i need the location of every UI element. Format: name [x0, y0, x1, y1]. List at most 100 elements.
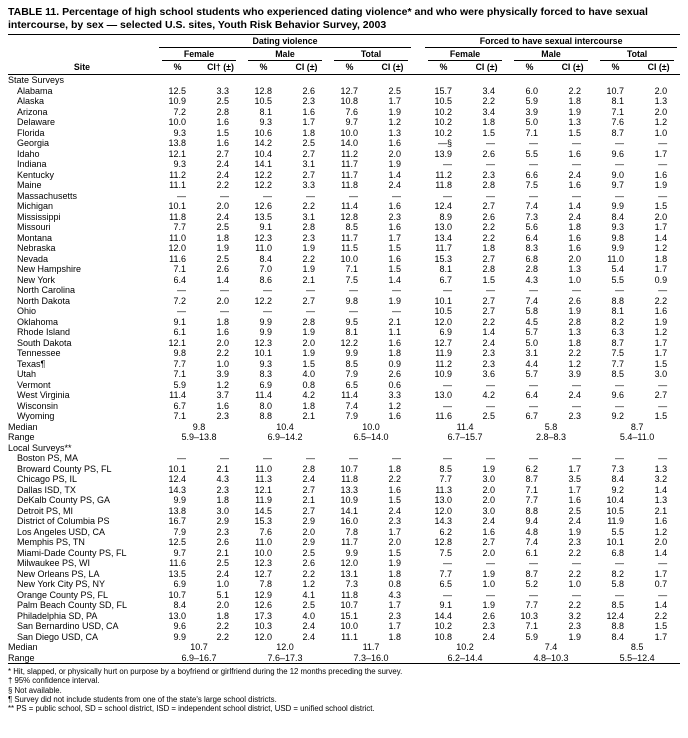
value-cell: 2.5 [568, 505, 582, 516]
value-cell: 15.7 [434, 85, 453, 96]
value-cell: 10.8 [340, 96, 358, 106]
value-cell: 2.6 [482, 211, 496, 222]
value-cell: 2.0 [482, 495, 496, 505]
value-cell: 2.0 [482, 484, 496, 495]
value-cell: — [220, 190, 229, 201]
value-cell: 5.7 [525, 369, 539, 379]
value-cell: 11.7 [341, 169, 358, 180]
value-cell: 2.7 [302, 169, 315, 180]
value-cell: — [572, 558, 582, 568]
value-cell: 7.3 [611, 463, 625, 474]
value-cell: 1.1 [388, 327, 402, 337]
value-cell: 1.9 [388, 159, 402, 169]
site-cell: Ohio [17, 306, 37, 316]
value-cell: 2.4 [302, 621, 315, 631]
value-cell: 13.4 [434, 232, 453, 243]
column-gap [414, 243, 422, 254]
column-gap [414, 506, 422, 517]
column-gap [414, 558, 422, 569]
column-gap [414, 149, 422, 160]
value-cell: 1.8 [388, 348, 402, 358]
range-row-value: 6.9–16.7 [181, 652, 217, 663]
site-cell: Rhode Island [17, 327, 71, 337]
value-cell: — [529, 138, 539, 148]
column-gap [414, 61, 423, 75]
table-row: Georgia 13.8 1.6 14.2 2.5 14.0 1.6 —§ — — — — — [8, 138, 680, 149]
value-cell: 2.7 [302, 484, 315, 495]
value-cell: 13.0 [434, 390, 453, 400]
value-cell: 4.8 [525, 526, 539, 537]
value-cell: 2.4 [388, 180, 402, 190]
column-gap [414, 306, 422, 317]
site-cell: Alabama [17, 85, 53, 96]
table-row: Indiana 9.3 2.4 14.1 3.1 11.7 1.9 — — — — — — [8, 159, 680, 170]
range-row-value: 4.8–10.3 [533, 652, 569, 663]
value-cell: — [263, 306, 272, 316]
table-row: Los Angeles USD, CA 7.9 2.3 7.6 2.0 7.8 1.7 6.2… [8, 527, 680, 538]
site-cell: Texas¶ [17, 358, 46, 369]
column-gap [414, 212, 422, 223]
value-cell: 8.1 [611, 96, 625, 106]
column-gap [414, 159, 422, 170]
subgroup-label: Female [428, 49, 503, 61]
value-cell: 1.2 [302, 579, 315, 589]
value-cell: 9.1 [173, 316, 186, 327]
range-row-value: 5.5–12.4 [619, 652, 655, 663]
site-cell: Arizona [17, 106, 48, 117]
column-gap [414, 453, 422, 464]
value-cell: 2.5 [302, 138, 315, 148]
site-cell: New Orleans PS, LA [17, 568, 100, 579]
table-row: Boston PS, MA — — — — — — — — — — — — [8, 453, 680, 464]
value-cell: 1.7 [654, 337, 668, 348]
value-cell: 12.1 [168, 337, 186, 348]
data-table: Dating violence Forced to have sexual in… [8, 34, 681, 664]
value-cell: 12.5 [168, 537, 186, 547]
value-cell: 10.5 [606, 505, 625, 516]
subgroup-label: Female [162, 49, 236, 61]
value-cell: 1.7 [568, 463, 582, 474]
value-cell: 2.8 [482, 264, 496, 274]
value-cell: — [392, 306, 402, 316]
value-cell: 9.3 [259, 358, 272, 369]
value-cell: 2.5 [482, 411, 496, 421]
value-cell: 7.4 [525, 295, 539, 306]
column-gap [414, 285, 422, 296]
site-cell: Georgia [17, 138, 50, 148]
value-cell: 1.3 [654, 495, 668, 505]
value-cell: 1.6 [388, 337, 402, 348]
value-cell: 11.2 [169, 169, 186, 180]
value-cell: 1.6 [654, 169, 668, 180]
value-cell: 2.2 [216, 621, 229, 631]
value-cell: 1.6 [654, 516, 668, 526]
column-gap [414, 464, 422, 475]
value-cell: 3.4 [482, 106, 496, 117]
value-cell: 15.1 [340, 610, 358, 621]
value-cell: 16.0 [340, 516, 358, 526]
value-cell: 6.8 [525, 253, 539, 264]
column-gap [414, 411, 422, 422]
value-cell: 2.2 [568, 348, 582, 358]
value-cell: 1.8 [388, 568, 402, 579]
range-row: Range 6.9–16.7 7.6–17.3 7.3–16.0 6.2–14.4 4.8… [8, 653, 680, 664]
value-cell: 0.9 [654, 274, 668, 285]
value-cell: 1.2 [216, 379, 229, 390]
value-cell: 1.6 [388, 222, 402, 232]
value-cell: 2.7 [654, 390, 668, 400]
column-gap [414, 233, 422, 244]
value-cell: 1.8 [302, 127, 315, 138]
value-cell: 15.3 [434, 253, 453, 264]
value-cell: 3.0 [482, 474, 496, 484]
site-cell: New York City PS, NY [17, 579, 106, 589]
column-gap [414, 369, 422, 380]
column-gap [414, 296, 422, 307]
value-cell: 1.5 [302, 358, 315, 369]
value-cell: 7.1 [173, 369, 186, 379]
value-cell: 3.2 [654, 474, 668, 484]
value-cell: 1.6 [388, 201, 402, 211]
value-cell: 2.6 [302, 558, 315, 568]
value-cell: 13.0 [434, 495, 453, 505]
value-cell: 2.5 [216, 96, 229, 106]
value-cell: 2.8 [525, 264, 539, 274]
value-cell: 5.8 [525, 306, 539, 316]
value-cell: 3.9 [525, 106, 539, 117]
